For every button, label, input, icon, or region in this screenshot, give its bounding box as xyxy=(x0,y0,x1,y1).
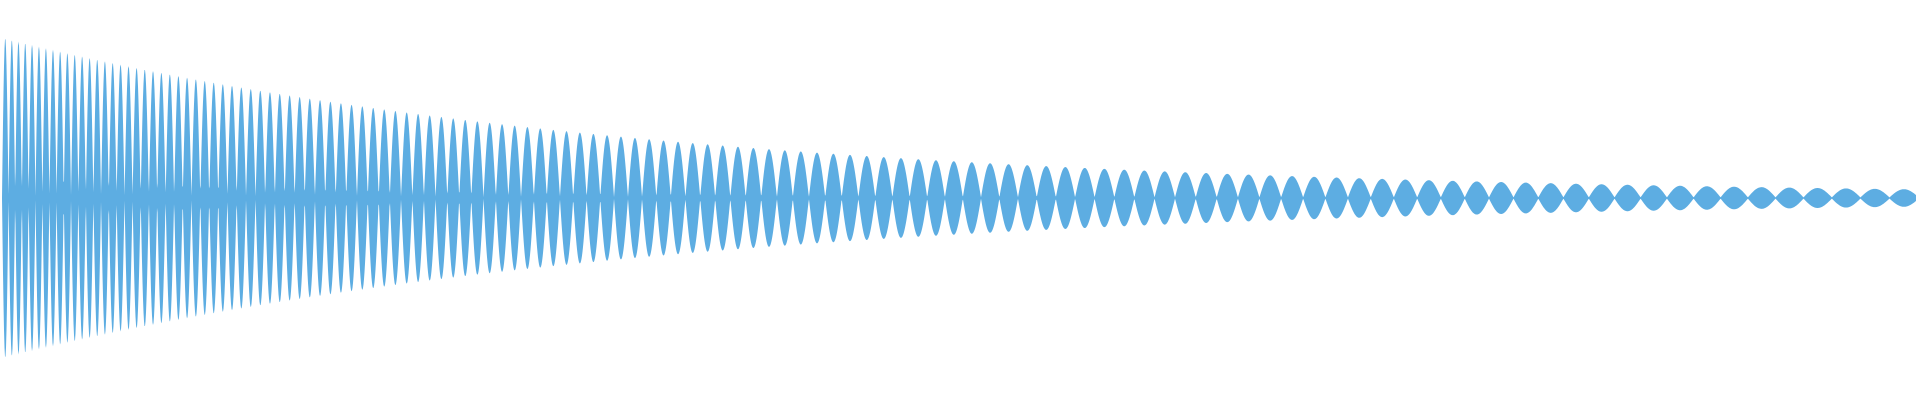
waveform xyxy=(2,39,1916,357)
